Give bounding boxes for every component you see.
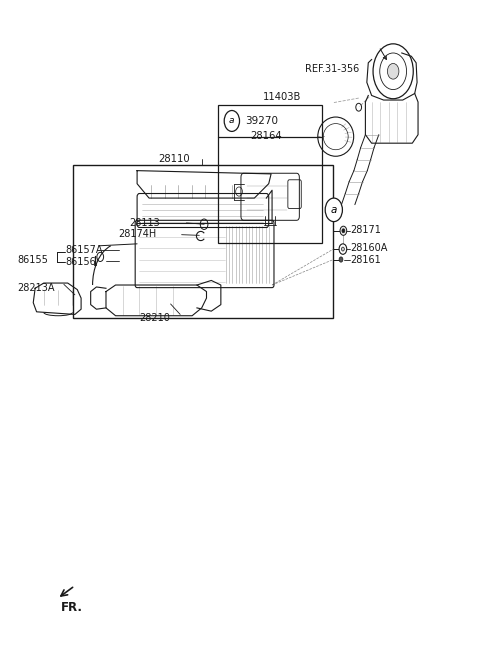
Circle shape xyxy=(342,229,345,233)
Text: 28160A: 28160A xyxy=(350,244,387,253)
Text: 28164: 28164 xyxy=(251,131,282,141)
Text: 86156: 86156 xyxy=(65,257,96,267)
Text: FR.: FR. xyxy=(60,601,83,614)
Circle shape xyxy=(341,247,344,251)
Circle shape xyxy=(339,257,343,262)
Circle shape xyxy=(340,226,347,235)
Text: 28213A: 28213A xyxy=(17,283,55,293)
Text: 28161: 28161 xyxy=(350,255,381,265)
Text: 28113: 28113 xyxy=(129,218,160,228)
Circle shape xyxy=(325,198,342,221)
Text: 11403B: 11403B xyxy=(263,92,301,102)
Circle shape xyxy=(224,111,240,132)
Text: 28171: 28171 xyxy=(350,225,381,235)
Text: 86155: 86155 xyxy=(17,255,48,265)
Circle shape xyxy=(387,64,399,79)
Text: REF.31-356: REF.31-356 xyxy=(305,64,359,73)
Text: 28210: 28210 xyxy=(140,313,170,324)
Text: 86157A: 86157A xyxy=(65,246,103,255)
Text: 28110: 28110 xyxy=(158,154,190,164)
Text: 28174H: 28174H xyxy=(118,229,156,239)
Text: a: a xyxy=(331,205,337,215)
Circle shape xyxy=(339,244,347,254)
Text: a: a xyxy=(229,117,235,126)
Text: 39270: 39270 xyxy=(245,116,278,126)
